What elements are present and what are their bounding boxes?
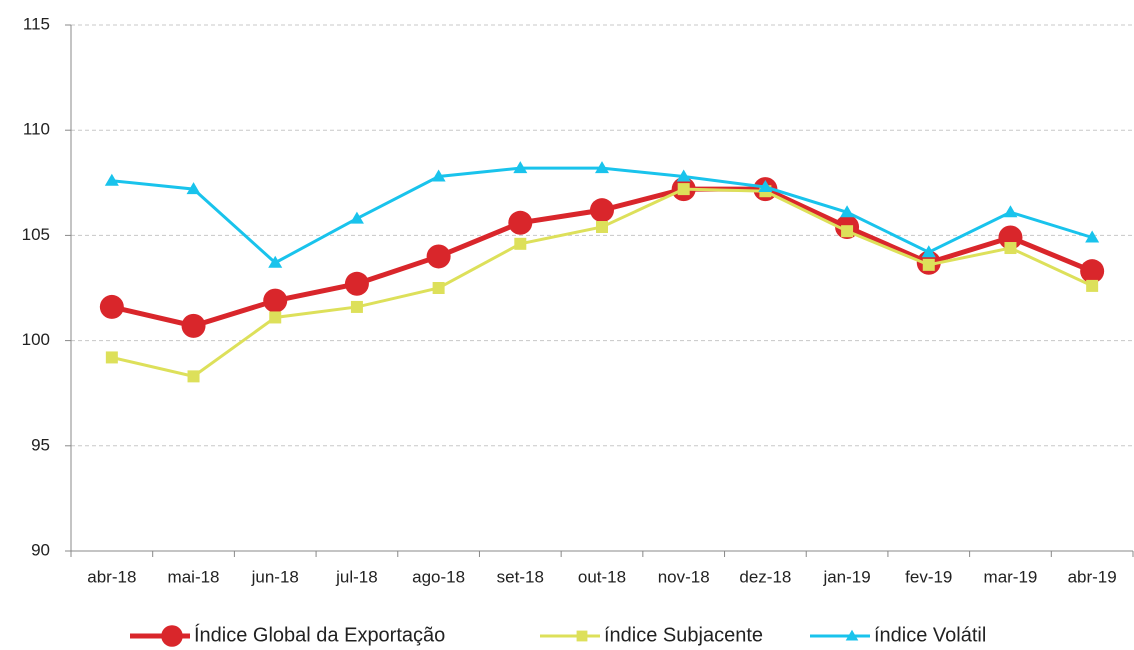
legend-marker xyxy=(161,625,183,647)
point xyxy=(432,282,445,294)
x-tick-label: mar-19 xyxy=(984,567,1038,586)
point xyxy=(186,182,201,195)
legend-label: Índice Global da Exportação xyxy=(194,623,445,646)
point xyxy=(99,294,124,319)
point xyxy=(513,161,528,174)
point xyxy=(677,183,690,196)
point xyxy=(268,255,283,268)
point xyxy=(181,313,206,338)
point xyxy=(263,288,288,313)
point xyxy=(922,258,935,271)
x-tick-label: out-18 xyxy=(578,567,626,586)
point xyxy=(508,210,533,235)
point xyxy=(841,225,854,238)
point xyxy=(1085,230,1100,243)
point xyxy=(1003,205,1018,218)
legend-label: índice Volátil xyxy=(874,624,986,646)
y-tick-label: 90 xyxy=(31,540,50,559)
point xyxy=(595,161,609,174)
point xyxy=(921,245,936,258)
x-tick-label: abr-19 xyxy=(1068,567,1117,586)
point xyxy=(344,271,369,296)
y-tick-label: 105 xyxy=(22,225,50,244)
point xyxy=(105,351,118,364)
y-tick-label: 100 xyxy=(22,330,50,349)
legend-label: índice Subjacente xyxy=(604,624,763,646)
point xyxy=(676,169,691,182)
x-tick-label: set-18 xyxy=(497,567,544,586)
point xyxy=(840,205,855,218)
legend-marker xyxy=(576,630,588,642)
x-tick-label: nov-18 xyxy=(658,567,710,586)
point xyxy=(590,198,614,223)
point xyxy=(758,180,773,193)
point xyxy=(350,300,363,313)
y-tick-label: 110 xyxy=(23,120,50,139)
y-tick-label: 115 xyxy=(23,14,50,33)
point xyxy=(269,311,282,324)
point xyxy=(1086,279,1099,292)
point xyxy=(1004,242,1017,255)
point xyxy=(596,220,608,233)
x-tick-label: fev-19 xyxy=(905,567,952,586)
point xyxy=(187,370,200,383)
point xyxy=(104,173,119,186)
x-tick-label: dez-18 xyxy=(739,567,791,586)
x-tick-label: abr-18 xyxy=(87,567,136,586)
point xyxy=(514,237,527,250)
point xyxy=(431,169,446,182)
x-tick-label: jul-18 xyxy=(335,567,378,586)
legend-marker xyxy=(845,629,859,641)
y-tick-label: 95 xyxy=(31,435,50,454)
point xyxy=(349,211,364,224)
x-tick-label: mai-18 xyxy=(168,567,220,586)
point xyxy=(1080,259,1105,284)
point xyxy=(426,244,451,269)
x-tick-label: jun-18 xyxy=(251,567,299,586)
x-tick-label: ago-18 xyxy=(412,567,465,586)
x-tick-label: jan-19 xyxy=(822,567,870,586)
